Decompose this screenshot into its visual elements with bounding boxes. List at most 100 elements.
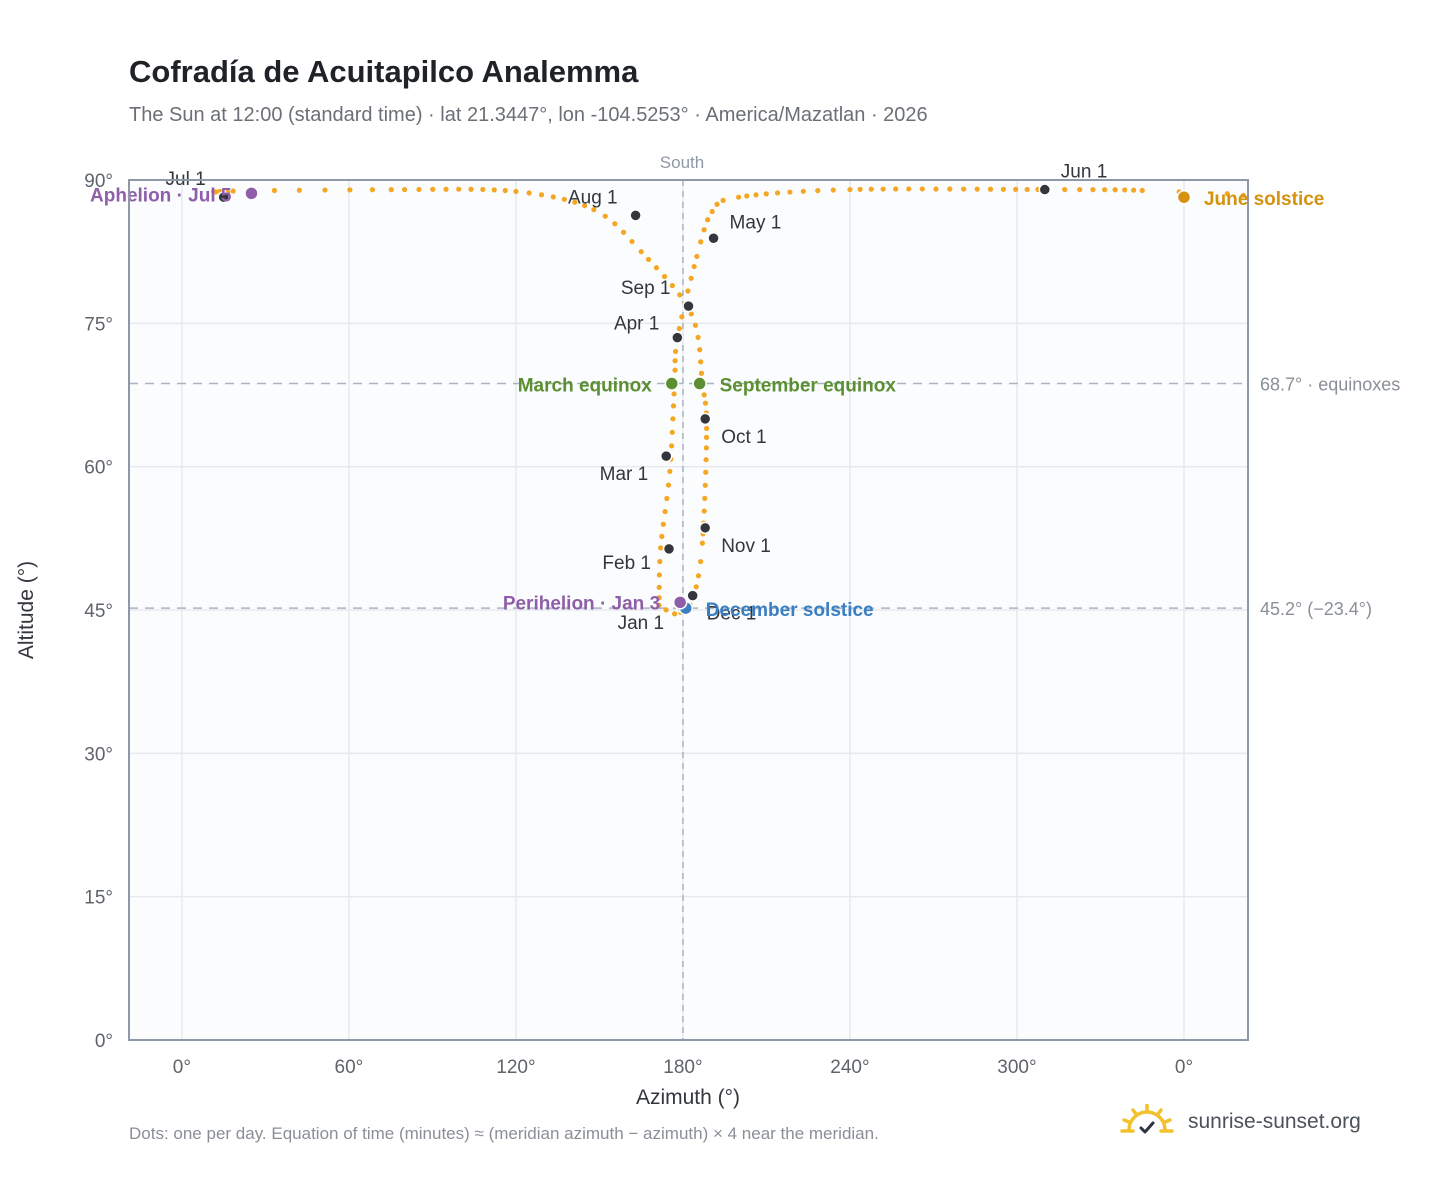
daily-sun-dot xyxy=(271,187,278,194)
daily-sun-dot xyxy=(702,495,708,501)
daily-sun-dot xyxy=(987,186,994,192)
daily-sun-dot xyxy=(720,197,726,203)
event-label: June solstice xyxy=(1204,189,1324,210)
month-label: Nov 1 xyxy=(721,536,771,557)
daily-sun-dot xyxy=(1077,187,1083,193)
daily-sun-dot xyxy=(701,508,707,514)
daily-sun-dot xyxy=(703,434,710,440)
month-label: Jun 1 xyxy=(1061,162,1107,183)
daily-sun-dot xyxy=(591,207,597,213)
month-label: Dec 1 xyxy=(707,604,757,625)
daily-sun-dot xyxy=(714,201,720,207)
daily-sun-dot xyxy=(705,217,711,223)
daily-sun-dot xyxy=(369,187,376,193)
daily-sun-dot xyxy=(919,186,925,192)
daily-sun-dot xyxy=(679,314,685,320)
daily-sun-dot xyxy=(1090,187,1096,193)
month-label: May 1 xyxy=(730,212,782,233)
event-markers: March equinox September equinox June solst… xyxy=(90,185,1324,621)
daily-sun-dot xyxy=(815,188,821,194)
meridian-label: South xyxy=(660,153,704,172)
y-tick-label: 75° xyxy=(84,314,113,335)
daily-sun-dot xyxy=(906,186,912,192)
month-marker xyxy=(671,331,684,344)
daily-sun-dot xyxy=(388,187,394,193)
reference-line-label: 68.7° · equinoxes xyxy=(1260,375,1400,395)
daily-sun-dot xyxy=(645,256,652,263)
daily-sun-dot xyxy=(658,545,664,551)
daily-sun-dot xyxy=(676,325,682,332)
daily-sun-dot xyxy=(947,186,953,192)
daily-sun-dot xyxy=(688,275,694,281)
daily-sun-dot xyxy=(1024,186,1030,193)
y-tick-label: 45° xyxy=(84,601,113,622)
daily-sun-dot xyxy=(620,229,627,235)
daily-sun-dot xyxy=(1131,187,1137,193)
daily-sun-dot xyxy=(663,607,669,613)
daily-sun-dot xyxy=(857,186,863,192)
daily-sun-dot xyxy=(671,611,678,617)
event-label: March equinox xyxy=(518,376,653,397)
daily-sun-dot xyxy=(787,189,793,195)
event-marker xyxy=(672,595,688,610)
daily-sun-dot xyxy=(868,186,874,192)
daily-sun-dot xyxy=(656,595,662,601)
daily-sun-dot xyxy=(210,188,217,195)
month-label: Mar 1 xyxy=(600,464,649,485)
daily-sun-dot xyxy=(667,468,673,475)
event-marker xyxy=(244,186,259,201)
daily-sun-dot xyxy=(1139,187,1145,194)
daily-sun-dot xyxy=(753,192,759,198)
daily-sun-dot xyxy=(694,253,700,260)
daily-sun-dot xyxy=(660,521,666,527)
daily-sun-dot xyxy=(774,190,781,196)
daily-sun-dot xyxy=(664,495,670,502)
month-marker xyxy=(1038,183,1052,196)
month-marker xyxy=(707,232,720,245)
daily-sun-dot xyxy=(685,288,691,294)
axis-ticks: 0° 60° 120° 180° 240° 300° 0° 0° 15° 30° 45° 60° 75°… xyxy=(84,171,1193,1078)
month-marker xyxy=(662,542,676,556)
month-marker xyxy=(686,589,699,602)
y-tick-label: 90° xyxy=(84,171,113,192)
daily-sun-dot xyxy=(703,445,709,451)
daily-sun-dot xyxy=(703,457,709,463)
event-label: Aphelion · Jul 5 xyxy=(90,185,232,206)
x-tick-label: 60° xyxy=(335,1057,364,1078)
x-tick-label: 0° xyxy=(173,1057,191,1078)
brand-name[interactable]: sunrise-sunset.org xyxy=(1188,1110,1361,1133)
daily-sun-dot xyxy=(657,558,663,565)
daily-sun-dot xyxy=(691,263,697,270)
daily-sun-dot xyxy=(672,367,678,373)
daily-sun-dot xyxy=(701,227,707,233)
y-tick-label: 60° xyxy=(84,458,113,479)
event-label: Perihelion · Jan 3 xyxy=(503,593,660,614)
brand[interactable]: sunrise-sunset.org xyxy=(1120,1104,1361,1140)
month-label: Jan 1 xyxy=(618,613,664,634)
daily-sun-dot xyxy=(526,190,532,196)
daily-sun-dot xyxy=(322,187,328,193)
chart-title: Cofradía de Acuitapilco Analemma xyxy=(129,54,639,89)
daily-sun-dot xyxy=(695,573,702,579)
month-label: Oct 1 xyxy=(721,427,766,448)
daily-sun-dot xyxy=(698,370,705,376)
daily-sun-dot xyxy=(693,584,699,590)
daily-sun-dot xyxy=(582,203,588,209)
daily-sun-dot xyxy=(893,186,899,192)
daily-sun-dot xyxy=(665,482,672,488)
daily-sun-dot xyxy=(668,443,675,449)
daily-sun-dot xyxy=(669,282,675,289)
month-marker xyxy=(217,190,230,204)
daily-sun-dot xyxy=(698,558,704,565)
daily-sun-dot xyxy=(416,186,422,193)
daily-sun-dot xyxy=(974,186,980,192)
sun-logo-icon xyxy=(1120,1104,1174,1134)
daily-sun-dot xyxy=(430,186,436,192)
daily-sun-dot xyxy=(800,188,806,194)
daily-sun-dot xyxy=(669,429,675,435)
daily-sun-dot xyxy=(513,188,519,195)
daily-sun-dot xyxy=(830,187,836,193)
daily-sun-dot xyxy=(1224,191,1230,197)
daily-sun-dot xyxy=(659,533,665,539)
